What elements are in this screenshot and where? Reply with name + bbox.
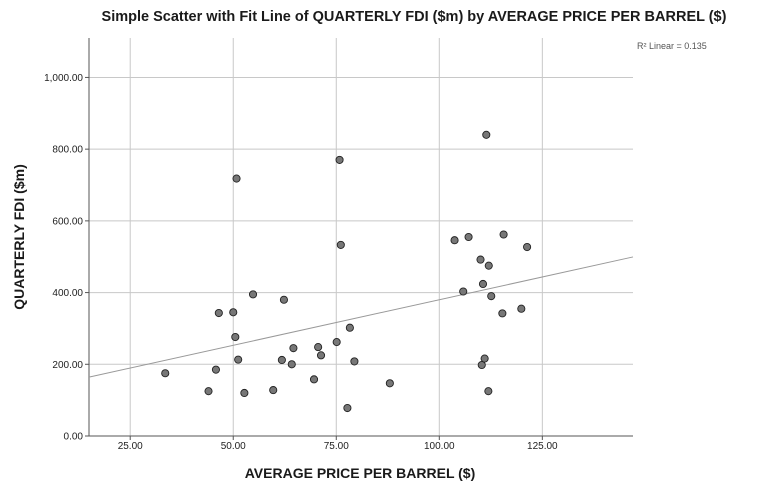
data-point <box>343 403 352 413</box>
data-point <box>214 308 223 318</box>
data-point <box>161 369 170 378</box>
y-tick-label: 400.00 <box>52 288 83 299</box>
data-point <box>464 232 473 242</box>
data-point <box>385 379 394 388</box>
x-tick-label: 125.00 <box>527 441 558 452</box>
data-point <box>314 343 323 352</box>
data-point <box>204 387 213 396</box>
data-point <box>231 332 240 342</box>
data-point <box>335 155 344 164</box>
data-point <box>211 365 220 374</box>
y-axis-title: QUARTERLY FDI ($m) <box>11 164 27 309</box>
y-tick-label: 1,000.00 <box>44 73 83 84</box>
data-point <box>336 240 345 249</box>
data-point <box>289 344 298 353</box>
data-point <box>240 388 249 398</box>
fit-line-group <box>88 256 634 378</box>
data-point <box>477 360 486 370</box>
x-tick-label: 25.00 <box>118 441 143 452</box>
data-point <box>279 295 288 304</box>
data-point <box>269 386 278 395</box>
data-point <box>450 236 459 245</box>
data-point <box>487 292 496 301</box>
y-tick-label: 800.00 <box>52 145 83 156</box>
y-tick-label: 600.00 <box>52 216 83 227</box>
x-axis-title: AVERAGE PRICE PER BARREL ($) <box>245 465 476 481</box>
y-tick-label: 0.00 <box>64 432 84 443</box>
data-point <box>229 308 238 317</box>
data-point <box>248 290 258 299</box>
data-point <box>232 174 241 183</box>
x-tick-label: 75.00 <box>324 441 349 452</box>
data-point <box>234 355 243 364</box>
data-point <box>309 375 319 384</box>
x-tick-label: 50.00 <box>221 441 246 452</box>
data-point <box>345 323 354 332</box>
data-point <box>476 255 485 264</box>
data-point <box>484 387 493 396</box>
data-point <box>517 304 526 313</box>
fit-line <box>88 256 634 378</box>
data-point <box>287 360 296 369</box>
data-point <box>523 242 532 252</box>
r-squared-annotation: R² Linear = 0.135 <box>637 41 707 51</box>
data-point <box>484 261 493 270</box>
data-point <box>459 287 468 296</box>
data-point <box>478 279 488 289</box>
data-point <box>480 354 489 363</box>
plot-area <box>89 38 633 436</box>
data-point <box>332 338 341 347</box>
data-point <box>498 309 507 318</box>
gridlines <box>89 38 633 436</box>
data-point <box>499 230 508 239</box>
x-tick-label: 100.00 <box>424 441 455 452</box>
chart-title: Simple Scatter with Fit Line of QUARTERL… <box>102 9 727 25</box>
data-point <box>316 351 326 360</box>
data-point <box>277 355 286 365</box>
tick-labels: 25.00 50.00 75.00 100.00 125.00 0.00 200.00 400… <box>44 73 558 452</box>
data-point <box>482 130 491 139</box>
data-point <box>350 357 359 366</box>
data-points <box>161 130 532 413</box>
y-tick-label: 200.00 <box>52 360 83 371</box>
